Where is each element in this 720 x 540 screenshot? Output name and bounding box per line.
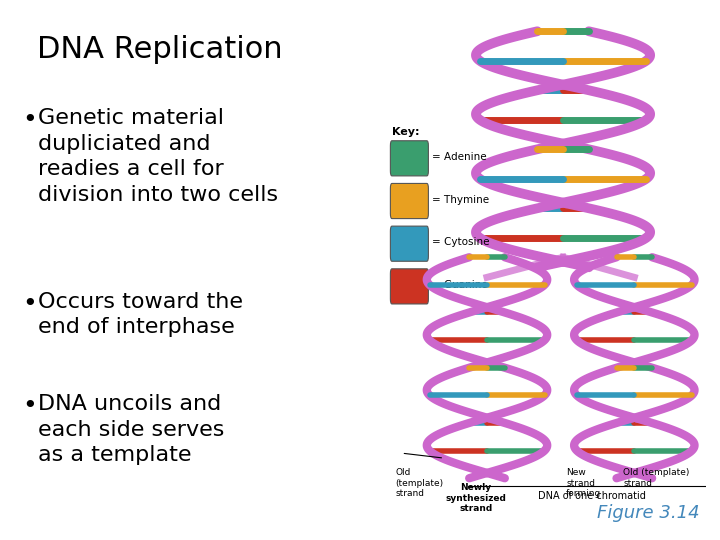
Text: = Guanine: = Guanine (431, 280, 487, 290)
Text: = Adenine: = Adenine (431, 152, 486, 162)
FancyBboxPatch shape (390, 269, 428, 304)
Text: DNA Replication: DNA Replication (37, 35, 283, 64)
FancyBboxPatch shape (390, 226, 428, 261)
Text: •: • (22, 108, 37, 132)
Text: Newly
synthesized
strand: Newly synthesized strand (446, 483, 506, 513)
Text: DNA of one chromatid: DNA of one chromatid (538, 491, 646, 501)
Text: •: • (22, 292, 37, 315)
Text: DNA uncoils and
each side serves
as a template: DNA uncoils and each side serves as a te… (38, 394, 225, 465)
Text: Old
(template)
strand: Old (template) strand (395, 468, 444, 498)
Text: New
strand
forming: New strand forming (566, 468, 601, 498)
FancyBboxPatch shape (390, 141, 428, 176)
Text: Key:: Key: (392, 127, 420, 137)
Text: = Cytosine: = Cytosine (431, 237, 489, 247)
Text: = Thymine: = Thymine (431, 194, 489, 205)
Text: •: • (22, 394, 37, 418)
Text: Occurs toward the
end of interphase: Occurs toward the end of interphase (38, 292, 243, 337)
Text: Old (template)
strand: Old (template) strand (624, 468, 690, 488)
FancyBboxPatch shape (390, 184, 428, 219)
Text: Figure 3.14: Figure 3.14 (598, 504, 700, 522)
Text: Genetic material
dupliciated and
readies a cell for
division into two cells: Genetic material dupliciated and readies… (38, 108, 278, 205)
